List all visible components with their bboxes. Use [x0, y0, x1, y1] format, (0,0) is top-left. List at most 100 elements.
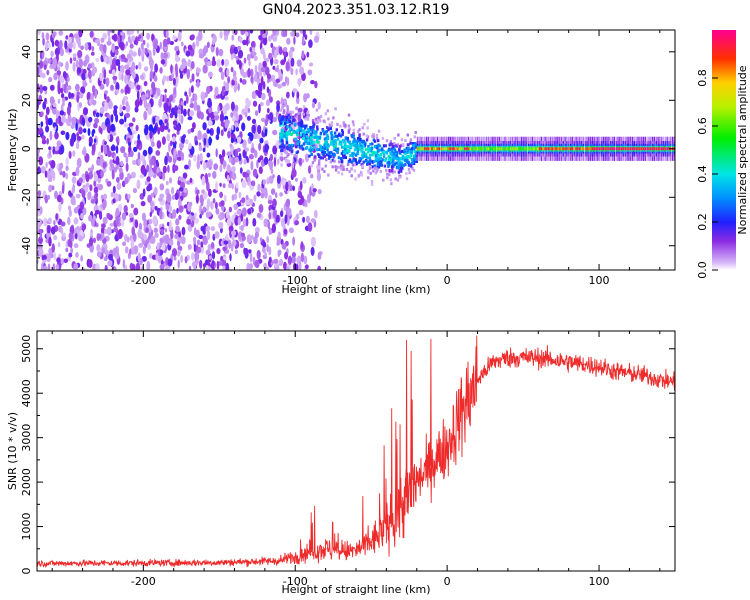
spectrogram-cell: [297, 199, 303, 206]
spectrogram-cell: [297, 122, 300, 126]
spectrogram-cell: [396, 143, 399, 147]
spectrogram-cell: [254, 64, 258, 74]
spectrogram-cell: [271, 223, 276, 234]
spectrogram-cell: [153, 125, 158, 134]
spectrogram-cell: [124, 193, 129, 201]
spectrogram-cell: [354, 144, 357, 148]
spectrogram-cell: [73, 33, 79, 39]
spectrogram-cell: [202, 237, 208, 246]
spectrogram-cell: [214, 231, 220, 239]
spectrogram-cell: [200, 225, 206, 232]
snr-data-point: [385, 525, 388, 528]
spectrogram-cell: [125, 112, 131, 119]
spectrogram-cell: [169, 219, 172, 230]
spectrogram-cell: [347, 159, 351, 163]
spectrogram-cell: [327, 144, 330, 148]
spectrogram-cell: [156, 140, 162, 149]
spectrogram-cell: [121, 180, 126, 188]
spectrogram-cell: [364, 143, 367, 147]
spectrogram-cell: [230, 157, 236, 166]
spectrogram-cell: [282, 111, 285, 115]
spectrogram-cell: [309, 139, 312, 143]
spectrogram-cell: [342, 154, 345, 158]
spectrogram-cell: [199, 259, 203, 269]
spectrogram-cell: [146, 176, 151, 182]
spectrogram-cell: [308, 62, 314, 67]
spectrogram-cell: [467, 147, 470, 151]
spectrogram-cell: [107, 100, 113, 110]
spectrogram-cell: [290, 121, 293, 125]
spectrogram-cell: [282, 145, 286, 149]
spectrogram-cell: [131, 226, 135, 236]
spectrogram-cell: [390, 182, 393, 186]
spectrogram-cell: [404, 152, 407, 156]
spectrogram-cell: [232, 70, 237, 78]
spectrogram-cell: [43, 64, 47, 70]
spectrogram-cell: [414, 131, 417, 134]
spectrogram-cell: [369, 149, 373, 153]
spectrogram-cell: [231, 230, 236, 236]
spectrogram-cell: [312, 188, 317, 193]
snr-data-point: [142, 562, 145, 564]
spectrogram-cell: [262, 247, 266, 254]
spectrogram-cell: [197, 246, 202, 254]
spectrogram-cell: [324, 130, 327, 134]
spectrogram-cell: [172, 35, 177, 40]
spectrogram-cell: [136, 90, 140, 101]
spectrogram-cell: [117, 35, 120, 44]
spectrogram-cell: [109, 222, 114, 227]
spectrogram-cell: [143, 235, 148, 241]
spectrogram-cell: [549, 147, 552, 151]
spectrogram-cell: [410, 164, 413, 168]
spectrogram-cell: [228, 155, 232, 163]
spectrogram-cell: [462, 147, 464, 151]
spectrogram-cell: [208, 188, 212, 197]
spectrogram-cell: [319, 119, 322, 123]
spectrogram-cell: [195, 189, 200, 195]
spectrogram-cell: [291, 256, 296, 264]
spectrogram-cell: [389, 151, 392, 155]
spectrogram-cell: [257, 124, 262, 135]
spectrogram-cell: [170, 140, 173, 147]
spectrogram-cell: [305, 264, 309, 270]
y-tick-label: -20: [20, 188, 33, 206]
spectrogram-cell: [48, 236, 52, 247]
spectrogram-cell: [268, 96, 273, 103]
spectrogram-cell: [299, 209, 304, 216]
spectrogram-cell: [171, 187, 175, 195]
spectrogram-cell: [172, 136, 176, 143]
spectrogram-cell: [54, 190, 58, 200]
spectrogram-cell: [196, 239, 201, 246]
spectrogram-cell: [129, 43, 134, 49]
spectrogram-cell: [284, 157, 288, 161]
spectrogram-cell: [178, 176, 184, 182]
spectrogram-cell: [297, 107, 303, 113]
spectrogram-cell: [350, 133, 353, 137]
spectrogram-cell: [246, 53, 251, 61]
spectrogram-cell: [84, 153, 90, 163]
spectrogram-cell: [266, 107, 270, 114]
spectrogram-cell: [333, 159, 336, 163]
spectrogram-cell: [68, 48, 72, 53]
spectrogram-cell: [370, 182, 374, 186]
spectrogram-cell: [351, 154, 355, 158]
spectrogram-cell: [80, 188, 84, 194]
spectrogram-cell: [291, 168, 297, 178]
spectrogram-cell: [78, 58, 84, 69]
spectrogram-cell: [445, 147, 448, 151]
spectrogram-cell: [330, 136, 334, 140]
spectrogram-cell: [306, 157, 309, 161]
spectrogram-cell: [345, 150, 348, 154]
spectrogram-cell: [206, 230, 211, 240]
spectrogram-cell: [528, 147, 530, 151]
spectrogram-cell: [240, 224, 244, 232]
spectrogram-cell: [372, 135, 375, 139]
spectrogram-cell: [473, 147, 475, 151]
spectrogram-cell: [45, 114, 48, 122]
spectrogram-cell: [513, 147, 515, 151]
spectrogram-cell: [307, 222, 313, 232]
spectrogram-cell: [389, 156, 392, 160]
spectrogram-cell: [175, 55, 180, 63]
spectrogram-cell: [48, 217, 52, 224]
